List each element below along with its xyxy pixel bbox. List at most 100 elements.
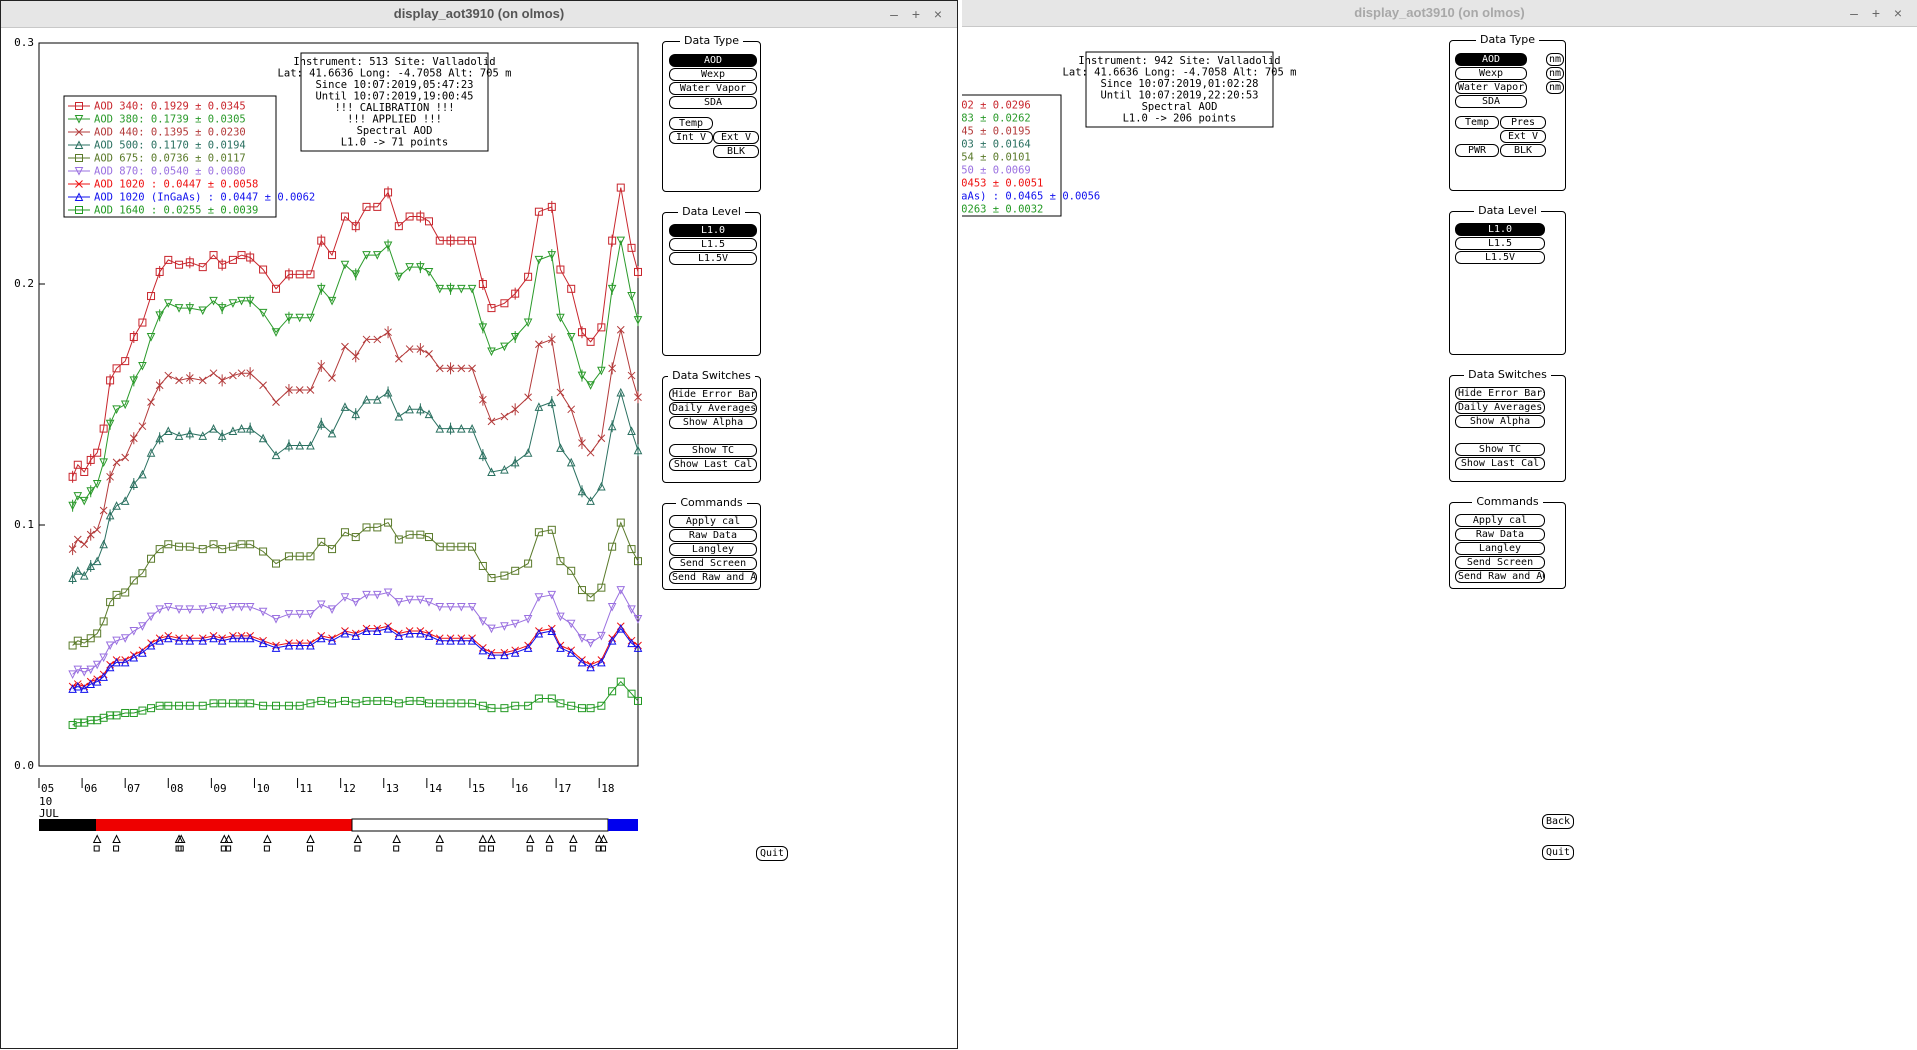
button-l1-5v[interactable]: L1.5V [1455,251,1545,264]
minimize-icon[interactable]: – [1850,5,1858,21]
data-point [523,614,533,624]
data-point [351,352,360,361]
timeline-mark [487,845,494,852]
button-send-raw-and-aod[interactable]: Send Raw and AOD [1455,570,1545,583]
button-show-tc[interactable]: Show TC [669,444,757,457]
data-point [259,381,267,390]
button-int-v[interactable]: Int V [669,131,713,144]
data-switches-panel-title: Data Switches [663,369,760,383]
commands-panel: Commands Apply cal Raw Data Langley Send Scr… [1449,495,1566,589]
button-raw-data[interactable]: Raw Data [1455,528,1545,541]
maximize-icon[interactable]: + [1871,5,1881,21]
button-sda[interactable]: SDA [1455,95,1527,108]
legend-value: : 0.0447 ± 0.0058 [145,179,259,191]
button-daily-averages[interactable]: Daily Averages [669,402,757,415]
data-point [435,542,444,551]
button-sda[interactable]: SDA [669,96,757,109]
data-point [608,542,617,551]
back-button[interactable]: Back [1542,814,1575,829]
maximize-icon[interactable]: + [911,6,921,22]
y-tick-label: 0.2 [14,277,34,290]
button-hide-error-bars[interactable]: Hide Error Bars [1455,387,1545,400]
data-point [272,559,281,568]
button-temp[interactable]: Temp [1455,116,1499,129]
button-raw-data[interactable]: Raw Data [669,529,757,542]
button-langley[interactable]: Langley [1455,542,1545,555]
data-point [586,496,595,505]
data-point [487,347,496,357]
x-tick-label: 06 [84,782,97,795]
button-send-raw-and-aod[interactable]: Send Raw and AOD [669,571,757,584]
button-water-vapor[interactable]: Water Vapor [669,82,757,95]
info-line: Lat: 41.6636 Long: -4.7058 Alt: 705 m [1063,67,1297,79]
button-blk[interactable]: BLK [1500,144,1546,157]
button-nm[interactable]: nm [1546,81,1564,94]
button-show-last-cal[interactable]: Show Last Cal [669,458,757,471]
button-l1-5[interactable]: L1.5 [669,238,757,251]
close-icon[interactable]: × [933,6,943,22]
data-point [566,648,576,657]
data-point [425,350,433,358]
button-l1-0[interactable]: L1.0 [1455,223,1545,236]
minimize-icon[interactable]: – [890,6,898,22]
data-point [185,304,195,313]
button-nm[interactable]: nm [1546,67,1564,80]
data-point [272,398,280,406]
data-point [68,721,77,730]
button-l1-5[interactable]: L1.5 [1455,237,1545,250]
data-point [634,557,642,566]
data-point [295,270,304,279]
button-wexp[interactable]: Wexp [1455,67,1527,80]
button-aod[interactable]: AOD [1455,53,1527,66]
left-titlebar[interactable]: display_aot3910 (on olmos) – + × [1,1,957,28]
quit-button[interactable]: Quit [756,846,789,861]
data-point [284,701,293,710]
button-show-last-cal[interactable]: Show Last Cal [1455,457,1545,470]
data-point [228,426,238,436]
button-show-alpha[interactable]: Show Alpha [669,416,757,429]
button-send-screen[interactable]: Send Screen [1455,556,1545,569]
data-point [478,280,487,288]
close-icon[interactable]: × [1893,5,1903,21]
button-temp[interactable]: Temp [669,117,713,130]
button-apply-cal[interactable]: Apply cal [669,515,757,528]
button-langley[interactable]: Langley [669,543,757,556]
data-point [362,335,371,344]
button-show-tc[interactable]: Show TC [1455,443,1545,456]
data-point [198,306,208,316]
data-point [99,458,108,467]
data-point [198,431,208,440]
data-point [372,590,382,600]
data-point [597,657,606,667]
commands-panel-title: Commands [663,496,760,510]
button-daily-averages[interactable]: Daily Averages [1455,401,1545,414]
button-ext-v[interactable]: Ext V [1500,130,1546,143]
data-switches-title-text: Data Switches [668,369,755,382]
data-point [129,376,139,386]
right-titlebar[interactable]: display_aot3910 (on olmos) – + × [962,0,1917,27]
data-point [487,467,496,476]
button-l1-5v[interactable]: L1.5V [669,252,757,265]
button-send-screen[interactable]: Send Screen [669,557,757,570]
button-apply-cal[interactable]: Apply cal [1455,514,1545,527]
button-wexp[interactable]: Wexp [669,68,757,81]
data-point [271,643,281,652]
button-ext-v[interactable]: Ext V [713,131,759,144]
button-aod[interactable]: AOD [669,54,757,67]
data-point [607,284,617,294]
data-point [457,236,466,245]
legend-swatch-marker [75,128,83,136]
button-pres[interactable]: Pres [1500,116,1546,129]
button-nm[interactable]: nm [1546,53,1564,66]
button-hide-error-bars[interactable]: Hide Error Bars [669,388,757,401]
legend-swatch-marker [75,154,83,162]
button-show-alpha[interactable]: Show Alpha [1455,415,1545,428]
data-point [556,699,565,708]
series-line [72,329,639,550]
button-blk[interactable]: BLK [713,145,759,158]
button-pwr[interactable]: PWR [1455,144,1499,157]
quit-button[interactable]: Quit [1542,845,1575,860]
data-point [511,405,520,414]
button-l1-0[interactable]: L1.0 [669,224,757,237]
button-water-vapor[interactable]: Water Vapor [1455,81,1527,94]
